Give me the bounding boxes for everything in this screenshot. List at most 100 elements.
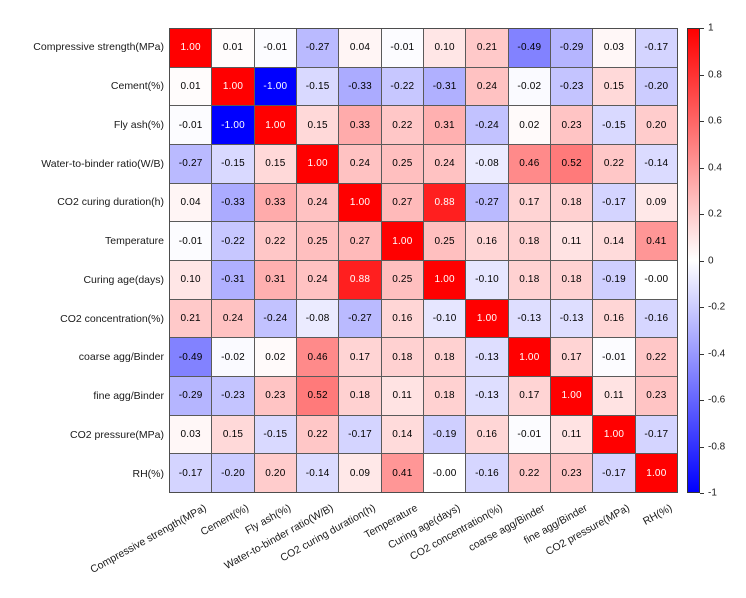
heatmap-cell: 0.11 [550,415,593,454]
heatmap-cell: 0.24 [423,145,466,183]
heatmap-cell: 0.16 [593,299,635,338]
colorbar-tick-label: 0.4 [708,162,722,173]
heatmap-cell: -0.20 [212,454,254,492]
heatmap-cell: -0.19 [593,261,635,299]
heatmap-cell: 1.00 [381,222,423,260]
colorbar-tick-label: -1 [708,487,717,499]
heatmap-cell: 0.09 [339,454,381,492]
heatmap-cell: 0.24 [296,183,339,222]
colorbar-tick-mark [700,214,704,215]
heatmap-cell: 0.25 [296,222,339,260]
heatmap-cell: -0.10 [466,261,508,299]
heatmap-cell: -0.13 [508,299,550,338]
heatmap-cell: -0.27 [170,145,212,183]
heatmap-cell: -0.27 [339,299,381,338]
heatmap-cell: 0.23 [254,377,296,415]
y-axis-label: Curing age(days) [83,273,164,286]
heatmap-cell: 1.00 [423,261,466,299]
y-axis-label: RH(%) [132,467,165,480]
heatmap-cell: 0.18 [339,377,381,415]
y-axis-label: Compressive strength(MPa) [33,41,164,54]
heatmap-cell: 1.00 [296,145,339,183]
heatmap-cell: 0.18 [508,261,550,299]
heatmap-cell: 1.00 [466,299,508,338]
heatmap-cell: -0.49 [170,338,212,376]
heatmap-cell: 0.17 [339,338,381,376]
heatmap-cell: 0.11 [550,222,593,260]
heatmap-cell: 1.00 [254,106,296,144]
y-axis-label: CO2 pressure(MPa) [70,428,164,441]
heatmap-cell: 0.22 [381,106,423,144]
heatmap-cell: 0.18 [550,183,593,222]
heatmap-cell: -0.24 [466,106,508,144]
heatmap-cell: 0.18 [508,222,550,260]
heatmap-cell: -0.08 [296,299,339,338]
heatmap-cell: -0.16 [635,299,677,338]
x-axis-label: Compressive strength(MPa) [87,502,209,576]
heatmap-cell: 0.10 [423,29,466,67]
heatmap-cell: -0.16 [466,454,508,492]
heatmap-cell: 0.02 [254,338,296,376]
heatmap-cell: 0.21 [466,29,508,67]
heatmap-cell: -0.17 [339,415,381,454]
heatmap-cell: 0.18 [381,338,423,376]
heatmap-cell: 0.27 [381,183,423,222]
heatmap-cell: -0.23 [212,377,254,415]
heatmap-cell: 0.33 [339,106,381,144]
heatmap-cell: -0.20 [635,67,677,106]
heatmap-cell: -0.17 [635,29,677,67]
heatmap-cell: 0.23 [550,106,593,144]
colorbar-tick-label: 0 [708,255,714,266]
heatmap-cell: -0.15 [593,106,635,144]
heatmap-cell: 0.41 [635,222,677,260]
x-axis-label: RH(%) [641,502,675,528]
heatmap-cell: -0.31 [423,67,466,106]
heatmap-cell: 1.00 [508,338,550,376]
heatmap-cell: -0.29 [170,377,212,415]
heatmap-cell: -0.01 [254,29,296,67]
heatmap-cell: 0.24 [339,145,381,183]
colorbar-tick-label: 0.2 [708,208,722,220]
heatmap-cell: 0.03 [593,29,635,67]
heatmap-cell: 0.27 [339,222,381,260]
heatmap-cell: -0.22 [381,67,423,106]
heatmap-cell: 0.31 [254,261,296,299]
heatmap-cell: 0.21 [170,299,212,338]
heatmap-cell: 1.00 [212,67,254,106]
heatmap-cell: 0.04 [170,183,212,222]
heatmap-cell: -0.49 [508,29,550,67]
heatmap-cell: -0.13 [466,338,508,376]
heatmap-cell: 0.14 [593,222,635,260]
colorbar-tick-mark [700,353,704,355]
y-axis-label: CO2 curing duration(h) [57,196,164,209]
heatmap-cell: 1.00 [635,454,677,492]
heatmap-cell: 0.23 [635,377,677,415]
heatmap-cell: 0.03 [170,415,212,454]
heatmap-cell: -0.27 [296,29,339,67]
heatmap-cell: -0.17 [593,183,635,222]
heatmap-cell: 0.88 [423,183,466,222]
heatmap-cell: -0.19 [423,415,466,454]
heatmap-cell: 0.52 [296,377,339,415]
heatmap-cell: 0.25 [381,145,423,183]
heatmap-cell: -0.13 [466,377,508,415]
heatmap-cell: -0.22 [212,222,254,260]
heatmap-cell: 0.22 [296,415,339,454]
heatmap-cell: 1.00 [339,183,381,222]
heatmap-cell: -0.17 [170,454,212,492]
colorbar-tick-label: 0.6 [708,115,722,127]
heatmap-cell: 0.25 [423,222,466,260]
heatmap-cell: -0.02 [212,338,254,376]
heatmap-cell: -0.00 [423,454,466,492]
heatmap-cell: -0.14 [296,454,339,492]
heatmap-cell: -0.29 [550,29,593,67]
heatmap-cell: -0.24 [254,299,296,338]
heatmap-cell: -0.08 [466,145,508,183]
heatmap-cell: -0.31 [212,261,254,299]
heatmap-cell: -0.02 [508,67,550,106]
heatmap-cell: -0.01 [593,338,635,376]
heatmap-cell: 0.24 [466,67,508,106]
heatmap-cell: 0.41 [381,454,423,492]
heatmap-cell: -0.10 [423,299,466,338]
